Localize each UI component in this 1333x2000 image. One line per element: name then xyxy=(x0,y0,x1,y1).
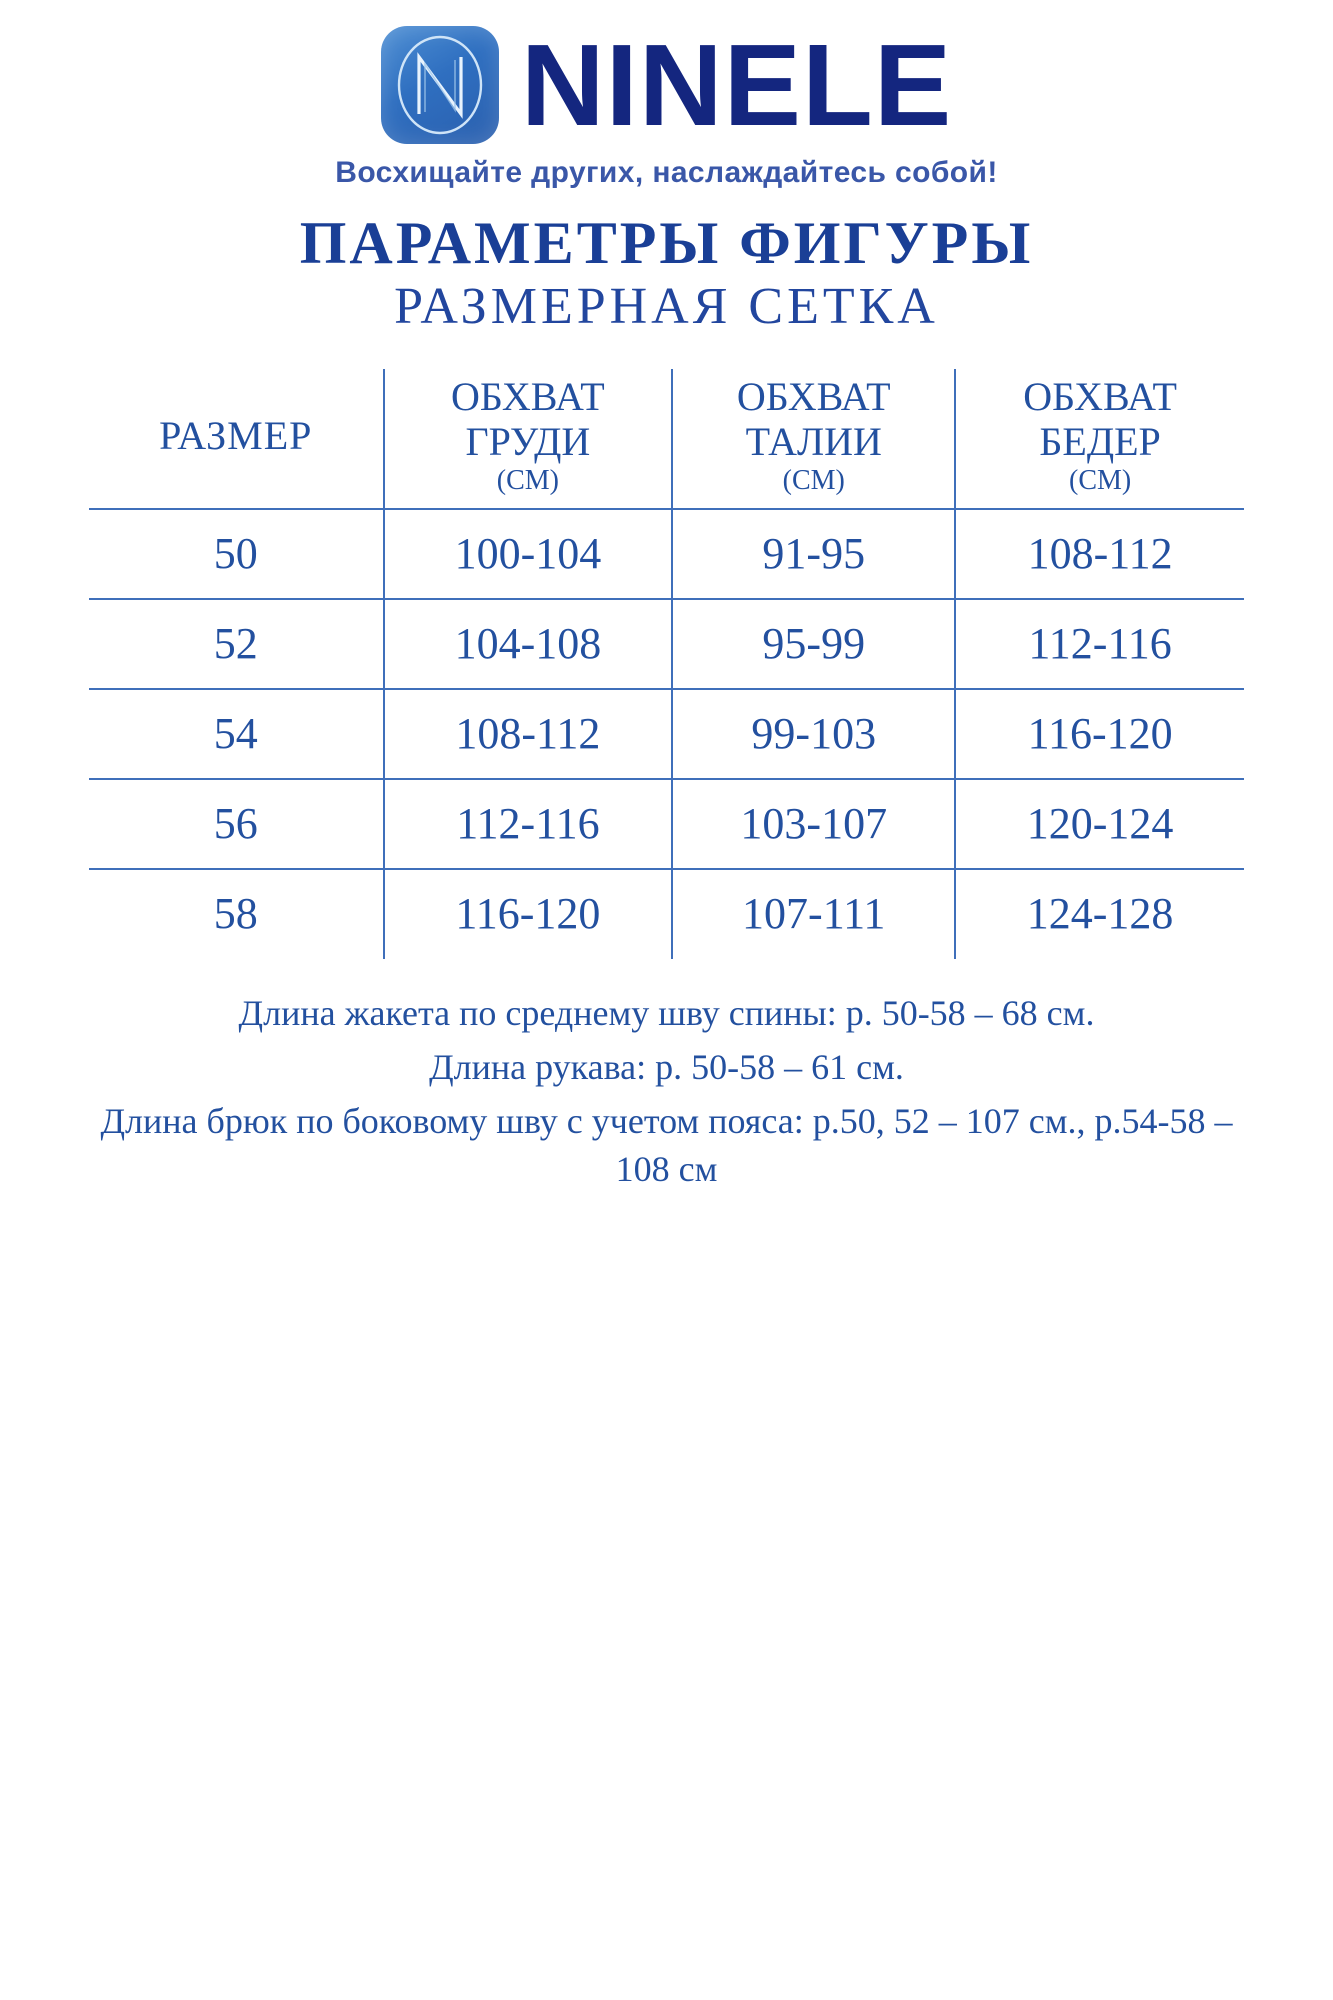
size-table-body: 50 100-104 91-95 108-112 52 104-108 95-9… xyxy=(89,507,1244,959)
cell-hip: 108-112 xyxy=(954,507,1244,599)
cell-waist: 95-99 xyxy=(671,597,956,689)
cell-size: 54 xyxy=(89,687,384,780)
size-table: РАЗМЕР ОБХВАТ ГРУДИ (СМ) ОБХВАТ ТАЛИИ (С… xyxy=(89,368,1244,959)
page-title: ПАРАМЕТРЫ ФИГУРЫ xyxy=(299,210,1034,276)
column-header-waist-unit: (СМ) xyxy=(782,465,845,497)
cell-bust: 116-120 xyxy=(382,868,673,959)
cell-size: 52 xyxy=(89,597,384,689)
column-header-waist-line1: ОБХВАТ xyxy=(736,373,891,419)
column-header-waist-line2: ТАЛИИ xyxy=(745,418,882,464)
cell-hip: 116-120 xyxy=(954,687,1244,780)
column-header-hip-unit: (СМ) xyxy=(1069,465,1132,497)
column-header-waist: ОБХВАТ ТАЛИИ (СМ) xyxy=(671,368,956,509)
cell-hip: 124-128 xyxy=(954,868,1244,959)
cell-hip: 120-124 xyxy=(954,778,1244,870)
column-header-size: РАЗМЕР xyxy=(89,369,384,509)
cell-size: 50 xyxy=(89,507,384,599)
cell-bust: 100-104 xyxy=(382,507,673,599)
note-jacket-length: Длина жакета по среднему шву спины: р. 5… xyxy=(238,992,1095,1033)
table-header-row: РАЗМЕР ОБХВАТ ГРУДИ (СМ) ОБХВАТ ТАЛИИ (С… xyxy=(89,368,1244,509)
cell-bust: 108-112 xyxy=(382,687,673,780)
measurement-notes: Длина жакета по среднему шву спины: р. 5… xyxy=(0,989,1333,1194)
column-header-bust-line2: ГРУДИ xyxy=(465,418,591,464)
table-row: 58 116-120 107-111 124-128 xyxy=(89,868,1244,959)
table-row: 54 108-112 99-103 116-120 xyxy=(89,687,1244,780)
cell-size: 58 xyxy=(89,868,384,959)
size-table-head: РАЗМЕР ОБХВАТ ГРУДИ (СМ) ОБХВАТ ТАЛИИ (С… xyxy=(89,368,1244,509)
cell-bust: 104-108 xyxy=(382,597,673,689)
logo-row: NINELE xyxy=(380,20,953,150)
cell-hip: 112-116 xyxy=(954,597,1244,689)
table-row: 52 104-108 95-99 112-116 xyxy=(89,597,1244,689)
note-trouser-length: Длина брюк по боковому шву с учетом пояс… xyxy=(100,1100,1233,1190)
table-row: 56 112-116 103-107 120-124 xyxy=(89,778,1244,870)
brand-tagline: Восхищайте других, наслаждайтесь собой! xyxy=(335,156,998,189)
size-table-container: РАЗМЕР ОБХВАТ ГРУДИ (СМ) ОБХВАТ ТАЛИИ (С… xyxy=(89,368,1244,959)
brand-wordmark: NINELE xyxy=(520,20,953,150)
column-header-bust-unit: (СМ) xyxy=(496,465,559,497)
ninele-monogram-icon xyxy=(380,26,499,144)
column-header-hip: ОБХВАТ БЕДЕР (СМ) xyxy=(954,368,1244,509)
column-header-bust-line1: ОБХВАТ xyxy=(451,373,605,419)
note-sleeve-length: Длина рукава: р. 50-58 – 61 см. xyxy=(429,1046,904,1087)
column-header-hip-line1: ОБХВАТ xyxy=(1023,373,1177,419)
page-subtitle: РАЗМЕРНАЯ СЕТКА xyxy=(394,277,939,335)
table-row: 50 100-104 91-95 108-112 xyxy=(89,507,1244,599)
cell-waist: 99-103 xyxy=(671,687,956,780)
cell-waist: 91-95 xyxy=(671,507,956,599)
column-header-size-label: РАЗМЕР xyxy=(159,412,313,458)
cell-waist: 103-107 xyxy=(671,778,956,870)
cell-size: 56 xyxy=(89,778,384,870)
column-header-bust: ОБХВАТ ГРУДИ (СМ) xyxy=(382,368,673,509)
cell-waist: 107-111 xyxy=(671,868,956,959)
cell-bust: 112-116 xyxy=(382,778,673,870)
column-header-hip-line2: БЕДЕР xyxy=(1039,418,1161,464)
brand-header: NINELE Восхищайте других, наслаждайтесь … xyxy=(0,0,1333,190)
